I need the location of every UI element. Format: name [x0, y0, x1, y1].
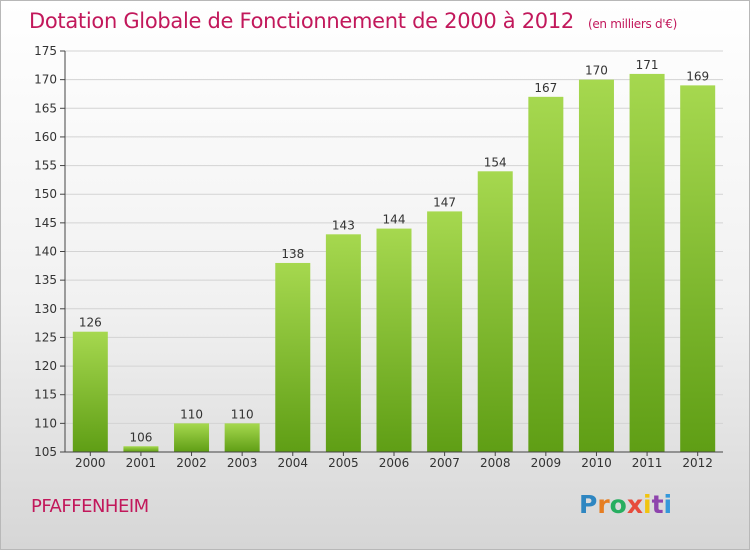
- y-tick-label: 165: [34, 101, 57, 115]
- y-tick-label: 105: [34, 445, 57, 459]
- x-tick-label: 2003: [227, 456, 258, 470]
- y-tick-label: 120: [34, 359, 57, 373]
- y-tick-label: 135: [34, 273, 57, 287]
- chart-title-unit: (en milliers d'€): [587, 17, 677, 31]
- bar-2009: [528, 96, 564, 452]
- proxiti-logo: Proxiti: [579, 490, 672, 519]
- bar-value-label: 167: [534, 81, 557, 95]
- y-tick-label: 175: [34, 44, 57, 58]
- bar-2012: [680, 85, 716, 452]
- bar-value-label: 171: [636, 58, 659, 72]
- logo-letter: o: [609, 490, 627, 519]
- x-tick-label: 2005: [328, 456, 359, 470]
- bar-value-label: 169: [686, 69, 709, 83]
- x-tick-label: 2012: [682, 456, 713, 470]
- y-tick-label: 125: [34, 330, 57, 344]
- logo-letter: P: [579, 490, 598, 519]
- y-tick-label: 110: [34, 416, 57, 430]
- x-tick-label: 2011: [632, 456, 663, 470]
- bar-2003: [224, 423, 260, 452]
- x-tick-label: 2002: [176, 456, 207, 470]
- bar-value-label: 106: [129, 430, 152, 444]
- bar-value-label: 170: [585, 64, 608, 78]
- logo-letter: x: [626, 490, 643, 519]
- bar-value-label: 154: [484, 155, 507, 169]
- chart-title: Dotation Globale de Fonctionnement de 20…: [29, 9, 677, 33]
- bar-value-label: 144: [383, 213, 406, 227]
- logo-letter: i: [663, 490, 673, 519]
- y-tick-label: 155: [34, 159, 57, 173]
- bar-2006: [376, 228, 412, 452]
- bar-2002: [174, 423, 210, 452]
- x-tick-label: 2008: [480, 456, 511, 470]
- x-tick-label: 2009: [531, 456, 562, 470]
- bar-value-label: 138: [281, 247, 304, 261]
- logo-letter: r: [597, 490, 610, 519]
- x-tick-label: 2006: [379, 456, 410, 470]
- axes: 105 110 115 120 125 130 135 140 145 150 155 160 165 1…: [34, 44, 723, 470]
- y-tick-label: 130: [34, 302, 57, 316]
- commune-name: PFAFFENHEIM: [31, 496, 149, 517]
- x-tick-label: 2004: [277, 456, 308, 470]
- bar-value-label: 110: [180, 407, 203, 421]
- y-tick-label: 145: [34, 216, 57, 230]
- y-tick-label: 115: [34, 388, 57, 402]
- bar-2007: [427, 211, 463, 452]
- bar-value-label: 143: [332, 218, 355, 232]
- bar-2000: [72, 331, 108, 452]
- y-tick-label: 170: [34, 73, 57, 87]
- x-tick-label: 2007: [429, 456, 460, 470]
- bar-2010: [578, 79, 614, 453]
- chart-title-main: Dotation Globale de Fonctionnement de 20…: [29, 9, 574, 33]
- bars: 126 106 110 110 138 143 144 147 154 167 170 171 169: [72, 58, 716, 453]
- x-tick-label: 2001: [126, 456, 157, 470]
- bar-value-label: 126: [79, 316, 102, 330]
- logo-letter: i: [643, 490, 652, 519]
- y-tick-label: 160: [34, 130, 57, 144]
- bar-2008: [477, 171, 513, 453]
- x-tick-label: 2010: [581, 456, 612, 470]
- bar-value-label: 110: [231, 407, 254, 421]
- y-tick-label: 150: [34, 187, 57, 201]
- x-tick-label: 2000: [75, 456, 106, 470]
- bar-2004: [275, 262, 311, 452]
- bar-2011: [629, 73, 665, 453]
- logo-letter: t: [651, 490, 664, 519]
- y-tick-label: 140: [34, 245, 57, 259]
- bar-2005: [325, 234, 361, 452]
- bar-value-label: 147: [433, 195, 456, 209]
- bar-2001: [123, 446, 159, 452]
